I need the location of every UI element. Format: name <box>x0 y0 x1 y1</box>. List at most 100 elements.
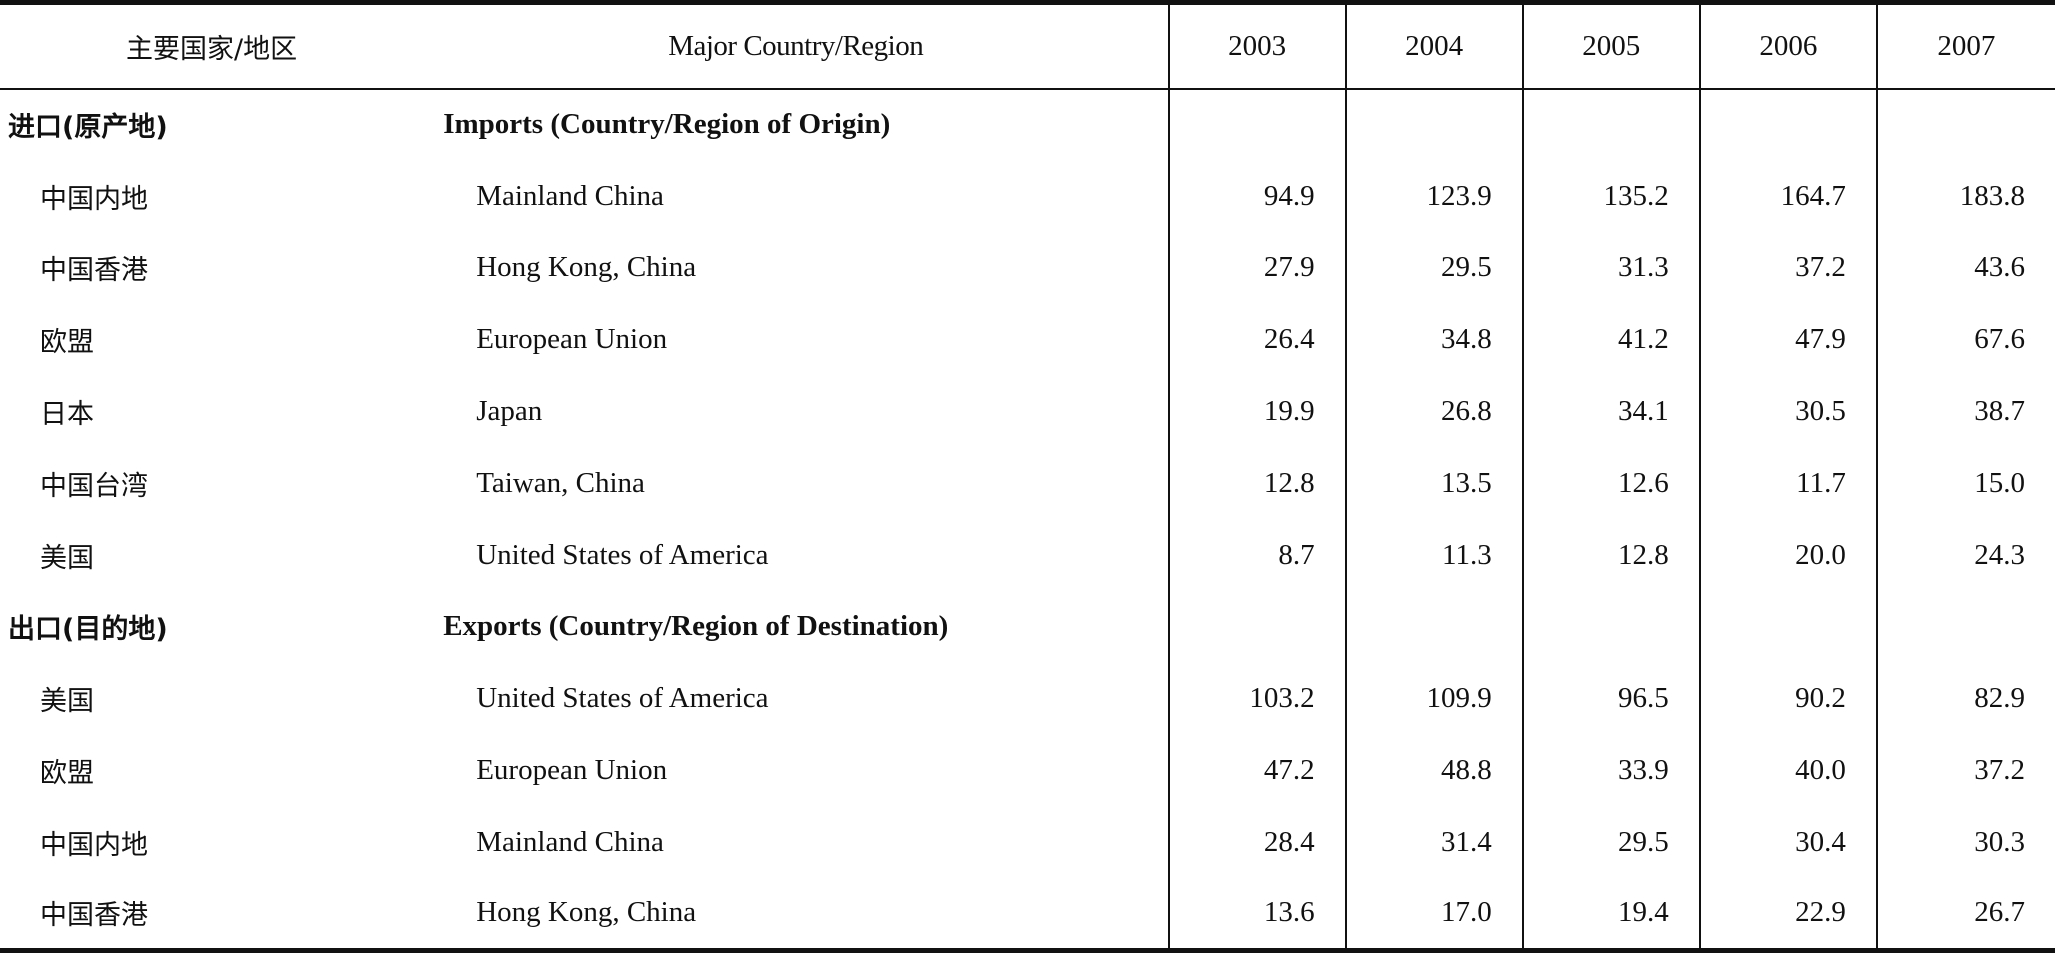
group-label-cn: 出口(目的地) <box>8 614 168 646</box>
value-cell-2006: 37.2 <box>1698 232 1877 304</box>
row-label-cn: 美国 <box>40 686 94 718</box>
value-cell-2003: 28.4 <box>1167 806 1346 879</box>
value-cell-2006: 22.9 <box>1698 878 1877 953</box>
value-cell-2007: 38.7 <box>1875 375 2055 448</box>
row-label-cn: 中国内地 <box>40 829 148 861</box>
table-group-row: 出口(目的地) Exports (Country/Region of Destin… <box>0 591 2055 663</box>
row-label-cn: 欧盟 <box>40 327 94 359</box>
header-row: 主要国家/地区 Major Country/Region 2003 2004 2… <box>0 0 2055 90</box>
table-row: 中国香港 Hong Kong, China 27.9 29.5 31.3 37.2 43.6 <box>0 232 2055 304</box>
value-cell-2005: 29.5 <box>1521 806 1700 879</box>
value-cell-2007: 43.6 <box>1875 232 2055 304</box>
table-row: 中国香港 Hong Kong, China 13.6 17.0 19.4 22.9 26.7 <box>0 878 2055 953</box>
table-group-row: 进口(原产地) Imports (Country/Region of Origin… <box>0 88 2055 161</box>
header-year-2005: 2005 <box>1521 0 1700 90</box>
table-body: 进口(原产地) Imports (Country/Region of Origin… <box>0 88 2055 953</box>
row-label-cn: 美国 <box>40 542 94 574</box>
value-cell-2004: 17.0 <box>1344 878 1523 953</box>
table-row: 中国台湾 Taiwan, China 12.8 13.5 12.6 11.7 15.0 <box>0 447 2055 520</box>
value-cell-2004 <box>1344 88 1523 161</box>
value-cell-2003 <box>1167 88 1346 161</box>
value-cell-2005: 135.2 <box>1521 160 1700 233</box>
value-cell-2004: 26.8 <box>1344 375 1523 448</box>
row-label-en: United States of America <box>476 682 769 715</box>
header-year-2004: 2004 <box>1344 0 1523 90</box>
value-cell-2003: 94.9 <box>1167 160 1346 233</box>
value-cell-2006: 90.2 <box>1698 662 1877 735</box>
header-cn: 主要国家/地区 <box>0 0 439 90</box>
row-label-cn: 中国香港 <box>0 878 439 953</box>
value-cell-2004 <box>1344 591 1523 663</box>
row-label-cn: 中国台湾 <box>40 470 148 502</box>
value-cell-2006: 30.5 <box>1698 375 1877 448</box>
value-cell-2006: 20.0 <box>1698 519 1877 592</box>
value-cell-2004: 13.5 <box>1344 447 1523 520</box>
value-cell-2003: 26.4 <box>1167 303 1346 376</box>
value-cell-2004: 109.9 <box>1344 662 1523 735</box>
table-row: 中国内地 Mainland China 28.4 31.4 29.5 30.4 30.3 <box>0 806 2055 879</box>
row-label-cn: 中国内地 <box>40 183 148 215</box>
row-label-en: European Union <box>476 323 668 356</box>
value-cell-2005: 41.2 <box>1521 303 1700 376</box>
value-cell-2005: 33.9 <box>1521 734 1700 807</box>
group-label-en: Imports (Country/Region of Origin) <box>443 108 891 141</box>
value-cell-2005: 31.3 <box>1521 232 1700 304</box>
value-cell-2003: 13.6 <box>1167 878 1346 953</box>
value-cell-2004: 34.8 <box>1344 303 1523 376</box>
group-label-en: Exports (Country/Region of Destination) <box>443 610 949 643</box>
table-row: 美国 United States of America 8.7 11.3 12.8 20.… <box>0 519 2055 592</box>
value-cell-2007: 24.3 <box>1875 519 2055 592</box>
value-cell-2006: 30.4 <box>1698 806 1877 879</box>
value-cell-2006 <box>1698 591 1877 663</box>
value-cell-2005: 12.6 <box>1521 447 1700 520</box>
row-label-en: Mainland China <box>476 825 664 858</box>
value-cell-2006: 164.7 <box>1698 160 1877 233</box>
row-label-cn: 日本 <box>40 399 94 431</box>
group-label-cn: 进口(原产地) <box>8 112 168 144</box>
value-cell-2004: 123.9 <box>1344 160 1523 233</box>
row-label-en: Hong Kong, China <box>438 878 1169 953</box>
value-cell-2007 <box>1875 88 2055 161</box>
header-en: Major Country/Region <box>438 0 1169 90</box>
value-cell-2003: 47.2 <box>1167 734 1346 807</box>
table-row: 日本 Japan 19.9 26.8 34.1 30.5 38.7 <box>0 375 2055 448</box>
value-cell-2007: 183.8 <box>1875 160 2055 233</box>
header-year-2007: 2007 <box>1875 0 2055 90</box>
row-label-en: Japan <box>476 395 543 428</box>
row-label-en: European Union <box>476 754 668 787</box>
table-row: 中国内地 Mainland China 94.9 123.9 135.2 164.7 183… <box>0 160 2055 233</box>
row-label-cn: 欧盟 <box>40 758 94 790</box>
row-label-en: United States of America <box>476 538 769 571</box>
value-cell-2003: 12.8 <box>1167 447 1346 520</box>
value-cell-2005: 12.8 <box>1521 519 1700 592</box>
header-year-2006: 2006 <box>1698 0 1877 90</box>
value-cell-2007: 30.3 <box>1875 806 2055 879</box>
value-cell-2003: 103.2 <box>1167 662 1346 735</box>
row-label-cn: 中国香港 <box>40 255 148 287</box>
value-cell-2006 <box>1698 88 1877 161</box>
value-cell-2007: 67.6 <box>1875 303 2055 376</box>
value-cell-2003: 27.9 <box>1167 232 1346 304</box>
value-cell-2007: 26.7 <box>1875 878 2055 953</box>
value-cell-2007: 82.9 <box>1875 662 2055 735</box>
value-cell-2004: 29.5 <box>1344 232 1523 304</box>
table-header: 主要国家/地区 Major Country/Region 2003 2004 2… <box>0 0 2055 90</box>
row-label-en: Hong Kong, China <box>476 251 697 284</box>
table-row: 欧盟 European Union 26.4 34.8 41.2 47.9 67.6 <box>0 303 2055 376</box>
table-row: 美国 United States of America 103.2 109.9 96.5… <box>0 662 2055 735</box>
value-cell-2005: 19.4 <box>1521 878 1700 953</box>
header-year-2003: 2003 <box>1167 0 1346 90</box>
value-cell-2006: 40.0 <box>1698 734 1877 807</box>
table-row: 欧盟 European Union 47.2 48.8 33.9 40.0 37.2 <box>0 734 2055 807</box>
value-cell-2005: 96.5 <box>1521 662 1700 735</box>
value-cell-2006: 47.9 <box>1698 303 1877 376</box>
value-cell-2003: 19.9 <box>1167 375 1346 448</box>
value-cell-2005 <box>1521 591 1700 663</box>
value-cell-2006: 11.7 <box>1698 447 1877 520</box>
value-cell-2004: 11.3 <box>1344 519 1523 592</box>
row-label-en: Mainland China <box>476 179 664 212</box>
value-cell-2004: 31.4 <box>1344 806 1523 879</box>
value-cell-2005 <box>1521 88 1700 161</box>
